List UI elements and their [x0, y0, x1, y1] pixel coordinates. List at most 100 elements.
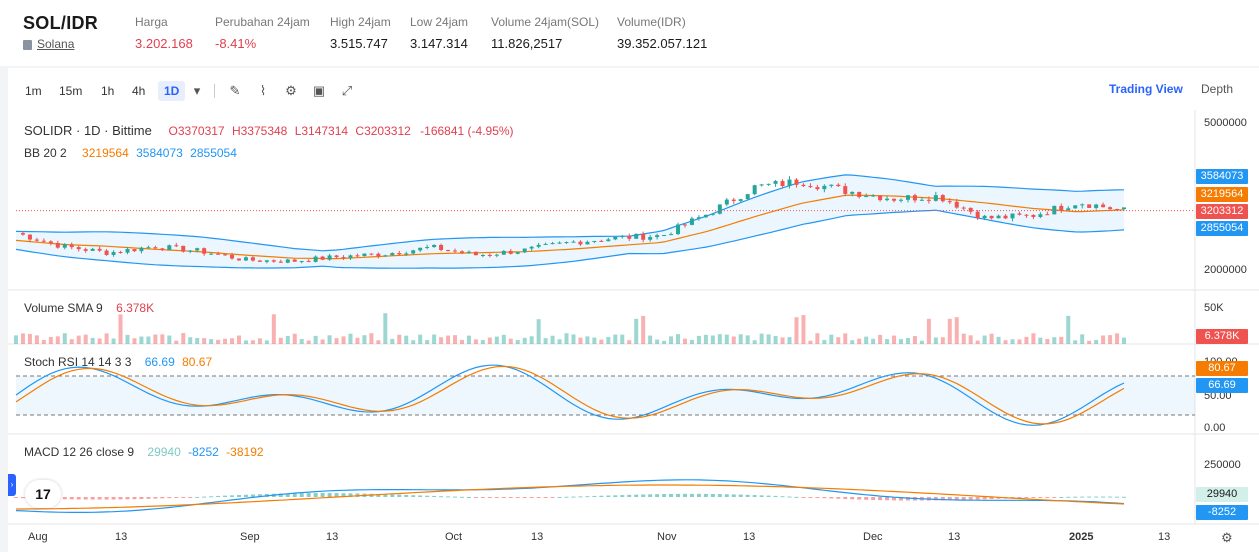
macd-hist-bar: [292, 493, 297, 497]
macd-hist-bar: [466, 496, 471, 498]
macd-hist-bar: [933, 497, 938, 501]
candle-body: [453, 250, 458, 252]
interval-15m[interactable]: 15m: [59, 84, 83, 98]
save-icon[interactable]: ▣: [312, 83, 326, 98]
candle-body: [912, 195, 917, 201]
candle-body: [446, 249, 451, 251]
volume-bar: [62, 333, 67, 344]
candle-body: [892, 198, 897, 201]
candle-body: [132, 249, 137, 252]
macd-hist-bar: [787, 496, 792, 498]
volume-bar: [766, 334, 771, 344]
candle-body: [578, 241, 583, 245]
candle-body: [857, 191, 862, 197]
candle-body: [522, 248, 527, 253]
candle-body: [27, 234, 32, 240]
candle-body: [954, 201, 959, 208]
bb-legend: BB 20 2 3219564 3584073 2855054: [24, 146, 237, 160]
candle-body: [836, 184, 841, 187]
volume-bar: [132, 338, 137, 344]
chart-settings-icon[interactable]: ⚙: [1221, 530, 1233, 545]
candle-body: [899, 199, 904, 201]
volume-bar: [501, 334, 506, 344]
trading-view-tab[interactable]: Trading View: [1109, 82, 1183, 96]
volume-bar: [878, 334, 883, 344]
volume-bar: [146, 336, 151, 344]
volume-bar: [327, 335, 332, 344]
volume-bar: [564, 333, 569, 344]
macd-hist-bar: [905, 497, 910, 501]
candle-body: [257, 260, 262, 262]
macd-hist-bar: [202, 496, 207, 498]
toolbar-divider: [214, 84, 215, 98]
dropdown-icon[interactable]: ▾: [193, 83, 201, 98]
macd-hist-bar: [522, 497, 527, 498]
volume-bar: [933, 337, 938, 344]
volume-bar: [599, 339, 604, 344]
volume-bar: [299, 339, 304, 344]
macd-hist-bar: [230, 495, 235, 497]
volume-bar: [801, 315, 806, 344]
candle-body: [613, 236, 618, 240]
volume-bar: [1045, 339, 1050, 344]
macd-hist-bar: [766, 495, 771, 497]
candle-body: [111, 252, 116, 255]
macd-hist-bar: [989, 497, 994, 500]
depth-tab[interactable]: Depth: [1201, 82, 1234, 96]
interval-1m[interactable]: 1m: [25, 84, 42, 98]
candle-body: [1094, 204, 1099, 208]
volume-bar: [118, 314, 123, 344]
macd-hist-bar: [885, 497, 890, 501]
macd-hist-bar: [682, 493, 687, 497]
macd-hist-bar: [627, 494, 632, 497]
volume-bar: [885, 339, 890, 344]
macd-hist-bar: [613, 495, 618, 497]
pair-title: SOL/IDR: [23, 13, 99, 33]
x-tick-label: 2025: [1069, 531, 1094, 543]
expand-panel-icon[interactable]: ›: [8, 474, 16, 496]
macd-hist-bar: [1066, 496, 1071, 498]
candle-body: [348, 255, 353, 258]
candle-body: [473, 251, 478, 256]
volume-bar: [522, 337, 527, 344]
volume-bar: [181, 333, 186, 344]
macd-hist-bar: [843, 497, 848, 500]
interval-4h[interactable]: 4h: [132, 84, 146, 98]
macd-hist-bar: [1024, 497, 1029, 498]
candle-body: [369, 253, 374, 255]
volume-bar: [236, 335, 241, 344]
interval-1D[interactable]: 1D: [158, 81, 186, 101]
candle-body: [703, 214, 708, 218]
stat-value: 3.202.168: [135, 36, 193, 51]
macd-hist-bar: [1017, 497, 1022, 499]
stat-label: Volume 24jam(SOL): [491, 15, 600, 29]
volume-bar: [843, 333, 848, 344]
macd-hist-bar: [1115, 496, 1120, 498]
volume-bar: [892, 335, 897, 344]
volume-bar: [710, 335, 715, 344]
macd-hist-bar: [780, 496, 785, 498]
volume-bar: [724, 334, 729, 344]
bb-band-fill: [16, 174, 1124, 269]
macd-hist-bar: [90, 497, 95, 500]
candle-body: [717, 204, 722, 214]
candle-body: [627, 236, 632, 239]
draw-icon[interactable]: ✎: [229, 83, 241, 98]
volume-bar: [905, 338, 910, 344]
settings-icon[interactable]: ⚙: [285, 83, 297, 98]
macd-hist-bar: [808, 497, 813, 498]
tradingview-logo-icon[interactable]: 17: [25, 480, 61, 508]
macd-hist-bar: [585, 496, 590, 498]
candle-body: [355, 255, 360, 257]
macd-hist-bar: [641, 494, 646, 497]
volume-value: 6.378K: [116, 301, 155, 315]
macd-hist-bar: [968, 497, 973, 500]
volume-bar: [1087, 340, 1092, 344]
macd-hist-bar: [655, 494, 660, 497]
interval-1h[interactable]: 1h: [101, 84, 115, 98]
coin-link[interactable]: Solana: [37, 37, 75, 51]
candle-body: [376, 253, 381, 257]
fullscreen-icon[interactable]: ⤢: [341, 83, 353, 98]
indicator-icon[interactable]: ⌇: [259, 83, 267, 98]
